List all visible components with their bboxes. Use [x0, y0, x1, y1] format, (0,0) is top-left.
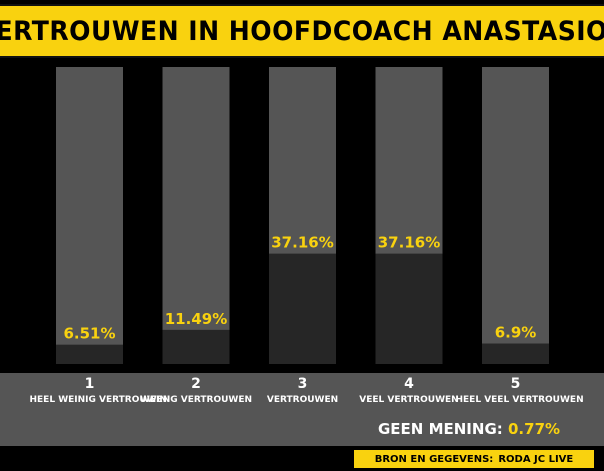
category-name: VEEL VERTROUWEN: [359, 395, 459, 405]
category-number: 5: [510, 376, 521, 392]
category-name: VERTROUWEN: [266, 395, 339, 405]
bar: [375, 253, 443, 364]
category-label: 1 HEEL WEINIG VERTROUWEN: [29, 375, 171, 407]
category-number: 4: [404, 376, 414, 392]
bar-value-label: 37.16%: [378, 234, 440, 252]
bar: [269, 253, 336, 364]
category-number: 1: [84, 376, 95, 392]
bar: [482, 343, 549, 364]
no-opinion-label: GEEN MENING:: [378, 420, 503, 438]
source-credit: BRON EN GEGEVENS: RODA JC LIVE: [354, 450, 594, 468]
bar-track: [482, 67, 549, 364]
category-name: WEINIG VERTROUWEN: [139, 395, 253, 405]
source-value: RODA JC LIVE: [498, 453, 574, 465]
bar: [162, 329, 230, 364]
bar-value-label: 6.9%: [495, 324, 537, 342]
category-number: 3: [297, 376, 308, 392]
source-label: BRON EN GEGEVENS:: [374, 453, 494, 465]
category-panel: [0, 373, 604, 446]
no-opinion-value: 0.77%: [508, 420, 561, 438]
category-label: 5 HEEL VEEL VERTROUWEN: [455, 375, 584, 407]
bar-value-label: 11.49%: [165, 310, 227, 328]
bar-track: [162, 67, 230, 364]
category-label: 3 VERTROUWEN: [243, 375, 363, 407]
title-banner: VERTROUWEN IN HOOFDCOACH ANASTASIOU: [0, 4, 604, 58]
bar-value-label: 6.51%: [63, 325, 115, 343]
category-label: 4 VEEL VERTROUWEN: [349, 375, 469, 407]
bar-value-label: 37.16%: [271, 234, 333, 252]
chart-title: VERTROUWEN IN HOOFDCOACH ANASTASIOU: [0, 15, 604, 47]
no-opinion-note: GEEN MENING: 0.77%: [378, 420, 560, 438]
bar-track: [56, 67, 123, 364]
category-name: HEEL WEINIG VERTROUWEN: [29, 395, 171, 405]
category-label: 2 WEINIG VERTROUWEN: [136, 375, 256, 407]
bar: [56, 344, 123, 364]
category-name: HEEL VEEL VERTROUWEN: [455, 395, 584, 405]
category-number: 2: [191, 376, 201, 392]
